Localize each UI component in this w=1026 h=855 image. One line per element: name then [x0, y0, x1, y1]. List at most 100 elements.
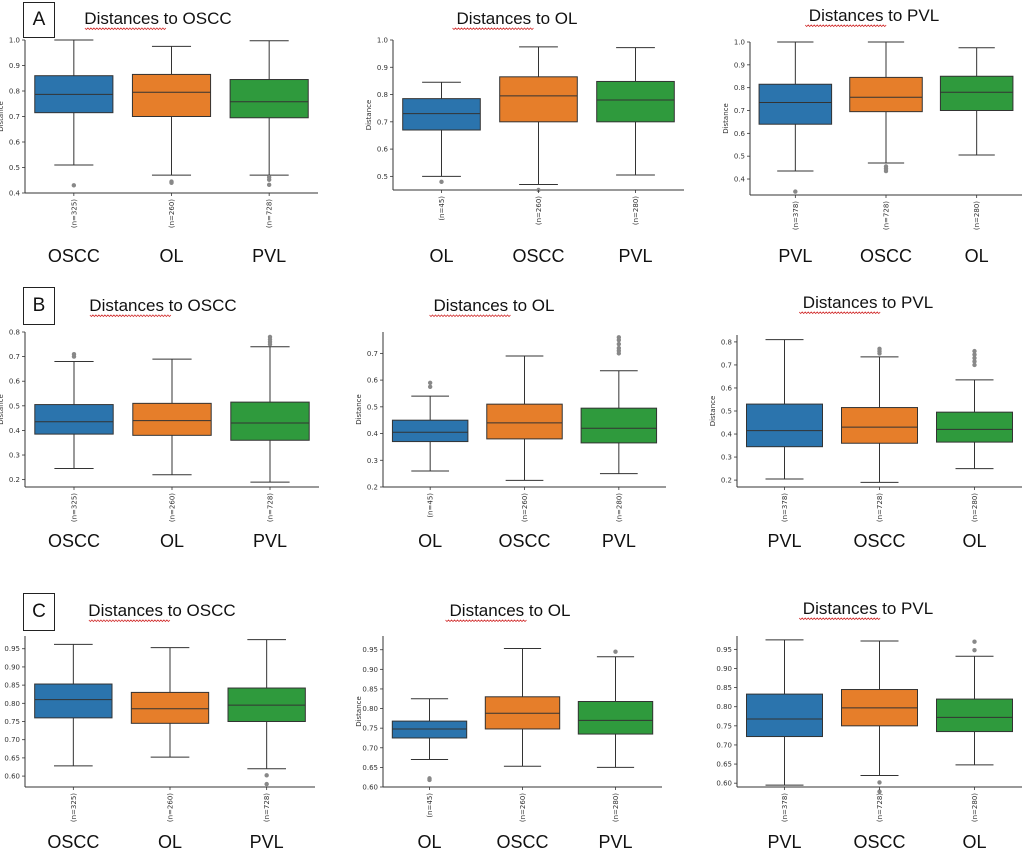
box-pvl [596, 47, 675, 176]
box-iqr [402, 98, 481, 131]
y-axis-label: Distance [355, 696, 363, 727]
category-label: OL [965, 246, 989, 266]
x-count-label: (n=325) [70, 199, 78, 228]
y-axis-label: Distance [722, 103, 730, 134]
y-tick-label: 0.6 [734, 130, 746, 138]
category-label: OL [429, 246, 453, 266]
spellcheck-underline [84, 27, 167, 31]
box-ol [131, 45, 212, 185]
chart-title: Distances to PVL [798, 599, 933, 621]
chart-title: Distances to PVL [798, 293, 933, 315]
box-iqr [131, 73, 212, 118]
category-label: OSCC [853, 832, 905, 852]
category-label: OSCC [860, 246, 912, 266]
y-tick-label: 0.6 [721, 384, 733, 392]
category-label: OSCC [48, 531, 100, 551]
outlier-point [266, 182, 272, 188]
box-iqr [499, 76, 578, 123]
category-label: OL [417, 832, 441, 852]
box-oscc [34, 643, 113, 767]
box-iqr [758, 83, 833, 125]
box-pvl [227, 639, 306, 787]
outlier-point [877, 346, 882, 352]
box-iqr [577, 700, 654, 735]
x-count-label: (n=728) [263, 793, 271, 822]
y-tick-label: 0.3 [9, 452, 20, 460]
y-tick-label: 0.70 [716, 741, 732, 749]
box-oscc [841, 346, 918, 483]
outlier-point [972, 348, 977, 354]
box-ol [391, 698, 468, 783]
y-tick-label: 0.70 [362, 744, 378, 752]
category-label: OL [962, 531, 986, 551]
category-label: OL [160, 531, 184, 551]
outlier-point [427, 777, 432, 783]
chart-title: Distances to OSCC [89, 296, 237, 318]
category-label: PVL [602, 531, 636, 551]
category-label: PVL [250, 832, 284, 852]
spellcheck-underline [88, 619, 171, 623]
x-count-label: (n=260) [521, 493, 529, 522]
box-oscc [484, 648, 561, 767]
y-tick-label: 0.60 [4, 773, 20, 781]
y-tick-label: 0.8 [734, 84, 745, 92]
chart-title: Distances to OSCC [84, 9, 232, 31]
category-label: OL [962, 832, 986, 852]
category-label: OL [158, 832, 182, 852]
chart-title-text: Distances to OL [457, 9, 578, 28]
x-count-label: (n=728) [883, 201, 891, 230]
box-iqr [936, 698, 1013, 733]
category-label: OL [418, 531, 442, 551]
subplot-c-3: Distances to PVL 0.60 0.65 0.70 0.75 0.80 0.85… [716, 599, 1022, 852]
outlier-point [972, 639, 977, 644]
y-tick-label: 0.90 [4, 663, 20, 671]
x-count-label: (n=280) [632, 196, 640, 225]
box-ol [402, 81, 481, 185]
box-pvl [580, 335, 658, 475]
x-count-label: (n=260) [167, 793, 175, 822]
y-tick-label: 0.2 [721, 477, 732, 485]
category-label: OSCC [853, 531, 905, 551]
chart-title: Distances to OL [452, 9, 578, 31]
y-tick-label: 0.4 [367, 430, 379, 438]
chart-title-text: Distances to PVL [803, 599, 933, 618]
box-pvl [229, 40, 309, 188]
box-ol [132, 358, 212, 476]
box-oscc [34, 351, 114, 470]
chart-title-text: Distances to OL [450, 601, 571, 620]
panel-label-a: A [23, 2, 55, 38]
box-oscc [849, 41, 923, 174]
box-oscc [34, 39, 114, 188]
y-tick-label: 0.80 [4, 700, 20, 708]
y-tick-label: 0.95 [4, 645, 20, 653]
chart-title: Distances to OSCC [88, 601, 236, 623]
y-tick-label: 0.3 [367, 457, 378, 465]
x-count-label: (n=45) [427, 493, 435, 518]
box-pvl [746, 339, 823, 480]
panel-label-b: B [23, 287, 55, 325]
box-iqr [132, 402, 212, 436]
y-tick-label: 0.2 [367, 484, 378, 492]
y-tick-label: 0.7 [734, 107, 745, 115]
category-label: PVL [767, 531, 801, 551]
y-tick-label: 0.7 [9, 113, 20, 121]
y-axis-label: Distance [355, 394, 363, 425]
outlier-point [972, 359, 977, 364]
x-count-label: (n=280) [615, 493, 623, 522]
spellcheck-underline [804, 24, 887, 28]
y-tick-label: 1.0 [377, 37, 388, 45]
outlier-point [883, 168, 889, 174]
box-ol [130, 647, 210, 758]
spellcheck-underline [445, 619, 527, 623]
y-tick-label: 0.6 [9, 378, 21, 386]
y-tick-label: 0.4 [9, 190, 21, 198]
box-ol [936, 639, 1013, 766]
category-label: PVL [598, 832, 632, 852]
box-iqr [841, 407, 918, 444]
outlier-point [616, 341, 622, 347]
subplot-a-1: Distances to OSCC 0.4 0.5 0.6 0.7 0.8 0.9 1.0 Di… [0, 9, 318, 266]
box-oscc [499, 46, 578, 193]
subplot-a-3: Distances to PVL 0.4 0.5 0.6 0.7 0.8 0.9 1.0 Dis… [722, 6, 1022, 266]
